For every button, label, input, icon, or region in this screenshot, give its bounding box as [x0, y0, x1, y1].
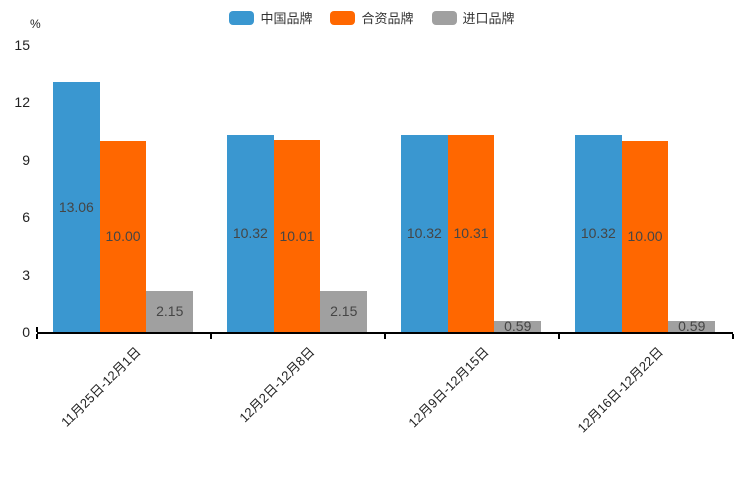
x-axis-line [37, 332, 733, 334]
x-axis-tick [384, 334, 386, 339]
bar-value-label: 0.59 [504, 318, 532, 335]
bar-value-label: 10.01 [279, 228, 315, 245]
y-axis-unit-label: % [30, 17, 41, 31]
bar-series2-cat3[interactable] [668, 320, 716, 332]
bar-value-label: 10.32 [232, 225, 268, 242]
x-axis-tick [732, 334, 734, 339]
legend-item-2[interactable]: 进口品牌 [431, 8, 515, 27]
x-axis-category-label: 12月16日-12月22日 [574, 344, 666, 436]
legend-label: 合资品牌 [361, 11, 414, 26]
bar-value-label: 10.00 [105, 228, 141, 245]
bar-series0-cat1[interactable] [227, 134, 274, 332]
bar-series2-cat2[interactable] [494, 320, 542, 332]
y-tick-label: 0 [22, 324, 30, 340]
bar-series1-cat2[interactable] [447, 134, 495, 332]
legend-label: 进口品牌 [462, 11, 515, 26]
legend-label: 中国品牌 [260, 11, 313, 26]
bar-series1-cat0[interactable] [99, 140, 147, 332]
y-tick-label: 12 [14, 94, 30, 111]
bar-value-label: 10.31 [453, 225, 489, 242]
legend-item-1[interactable]: 合资品牌 [330, 8, 414, 27]
bar-series1-cat3[interactable] [621, 140, 669, 332]
bar-value-label: 0.59 [678, 318, 706, 335]
bar-value-label: 10.32 [406, 225, 442, 242]
bar-value-label: 2.15 [156, 303, 184, 320]
bar-value-label: 2.15 [330, 303, 358, 320]
y-tick-label: 9 [22, 151, 30, 168]
bar-series0-cat2[interactable] [401, 134, 448, 332]
bar-series2-cat0[interactable] [146, 290, 194, 332]
bar-series0-cat0[interactable] [53, 82, 100, 332]
y-tick-label: 15 [14, 37, 30, 53]
y-tick-label: 3 [22, 266, 30, 283]
x-axis-tick [210, 334, 212, 339]
legend-swatch-icon [431, 10, 457, 25]
y-tick-label: 6 [22, 209, 30, 226]
legend-item-0[interactable]: 中国品牌 [229, 8, 312, 27]
legend-swatch-icon [330, 10, 356, 25]
bar-series2-cat1[interactable] [320, 290, 368, 332]
x-axis-category-label: 12月2日-12月8日 [236, 344, 318, 426]
bar-value-label: 10.32 [580, 225, 616, 242]
x-axis-origin-tick [36, 327, 38, 332]
bar-series0-cat3[interactable] [575, 134, 622, 332]
x-axis-category-label: 11月25日-12月1日 [58, 344, 144, 430]
legend-swatch-icon [229, 10, 255, 25]
bar-series1-cat1[interactable] [273, 140, 321, 332]
bar-value-label: 13.06 [58, 199, 94, 216]
bar-value-label: 10.00 [627, 228, 663, 245]
x-axis-category-label: 12月9日-12月15日 [405, 344, 492, 431]
chart-legend: 中国品牌 合资品牌 进口品牌 [0, 8, 744, 27]
x-axis-tick [558, 334, 560, 339]
x-axis-tick [36, 334, 38, 339]
